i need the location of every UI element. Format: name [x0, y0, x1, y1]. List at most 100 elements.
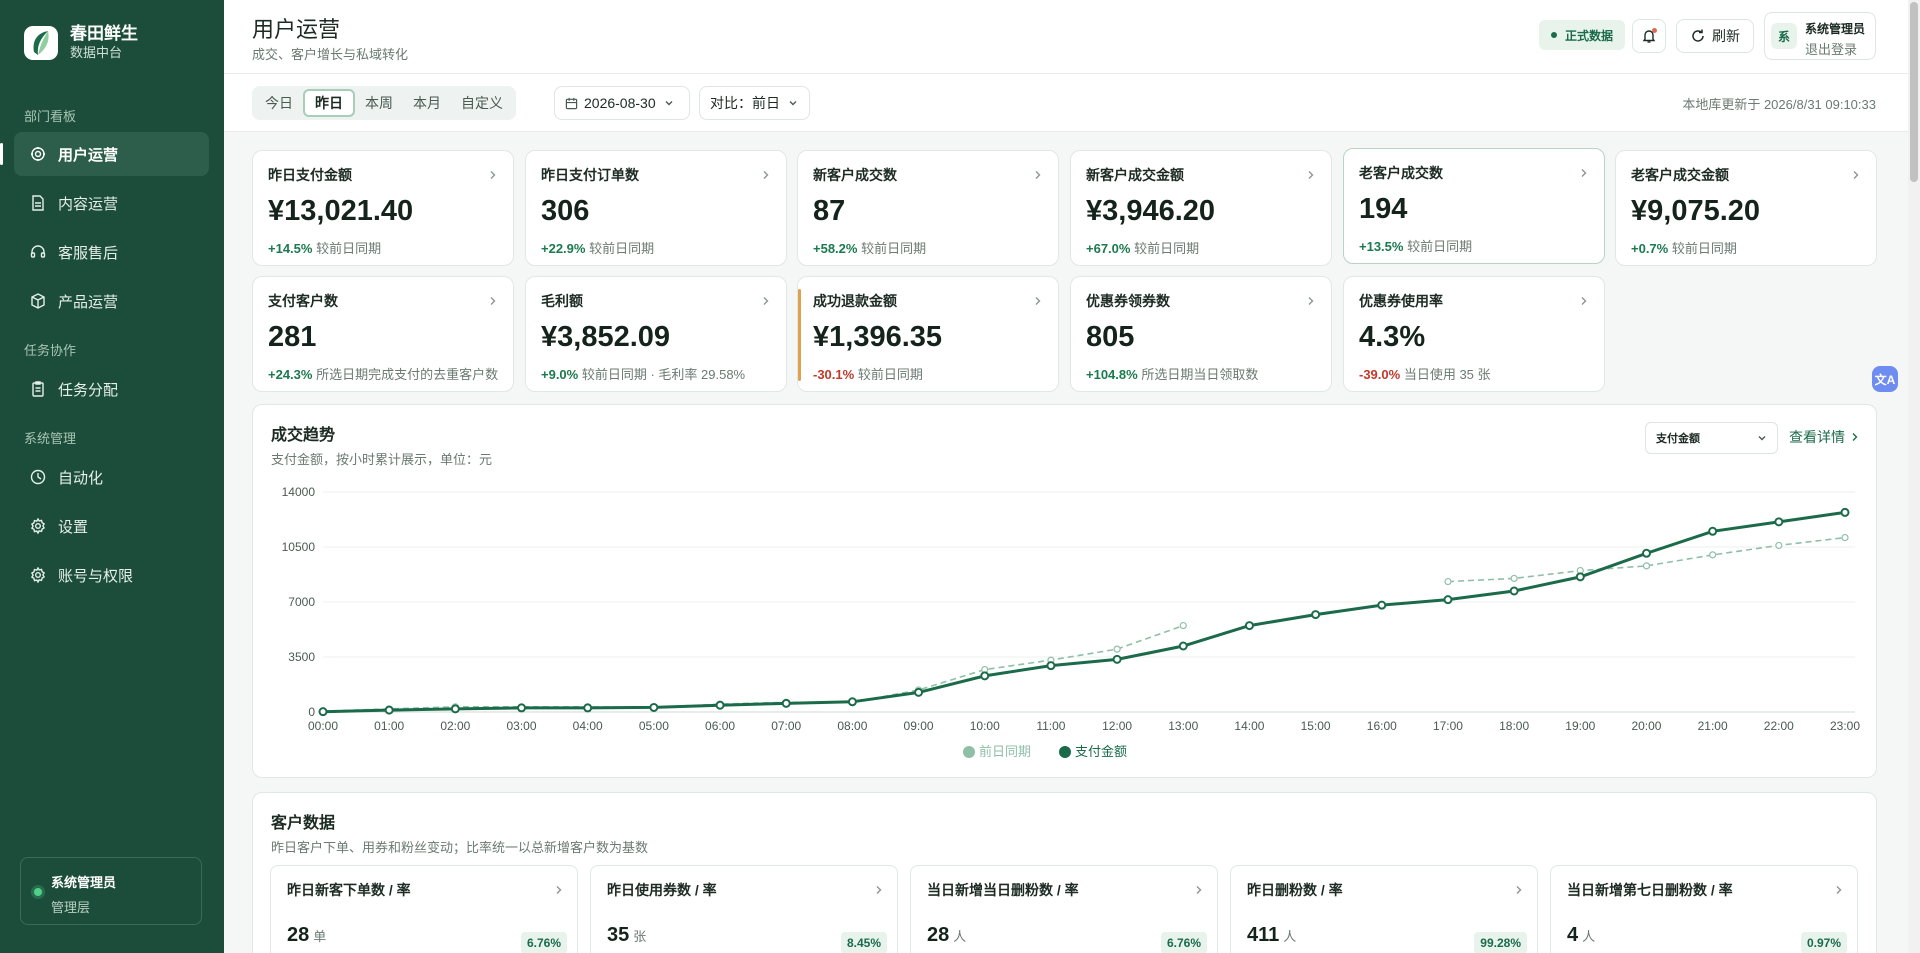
data-point [1708, 526, 1718, 536]
range-tab-yesterday[interactable]: 昨日 [303, 89, 355, 117]
nav-item-account-permissions[interactable]: 账号与权限 [14, 553, 209, 597]
x-tick-label: 17:00 [1433, 719, 1463, 733]
kpi-card[interactable]: 昨日支付金额 ¥13,021.40 +14.5% 较前日同期 [252, 150, 514, 266]
kpi-card[interactable]: 成功退款金额 ¥1,396.35 -30.1% 较前日同期 [797, 276, 1059, 392]
view-details-link[interactable]: 查看详情 [1789, 427, 1859, 447]
nav-label: 自动化 [58, 469, 104, 487]
chevron-right-icon [489, 293, 497, 311]
customer-metric-value: 35 张 [607, 924, 646, 947]
kpi-card[interactable]: 毛利额 ¥3,852.09 +9.0% 较前日同期 · 毛利率 29.58% [525, 276, 787, 392]
users-icon [31, 147, 45, 161]
kpi-footnote: +58.2% 较前日同期 [813, 238, 1058, 257]
customer-metric-card[interactable]: 当日新增第七日删粉数 / 率 4 人 0.97% [1550, 865, 1858, 953]
kpi-card[interactable]: 老客户成交数 194 +13.5% 较前日同期 [1343, 148, 1605, 264]
data-point [781, 698, 791, 708]
kpi-change: +67.0% [1086, 241, 1131, 256]
legend-marker [963, 746, 975, 758]
kpi-card[interactable]: 优惠券使用率 4.3% -39.0% 当日使用 35 张 [1343, 276, 1605, 392]
kpi-label: 毛利额 [541, 293, 583, 309]
kpi-note: 较前日同期 [1407, 239, 1473, 254]
kpi-card[interactable]: 新客户成交金额 ¥3,946.20 +67.0% 较前日同期 [1070, 150, 1332, 266]
chevron-right-icon [555, 882, 563, 900]
kpi-footnote: +13.5% 较前日同期 [1359, 236, 1604, 255]
kpi-card[interactable]: 老客户成交金额 ¥9,075.20 +0.7% 较前日同期 [1615, 150, 1877, 266]
kpi-value: 4.3% [1359, 321, 1426, 353]
data-point [715, 700, 725, 710]
chevron-right-icon [875, 882, 883, 900]
y-tick-label: 7000 [288, 595, 315, 609]
refresh-label: 刷新 [1712, 28, 1740, 44]
kpi-card[interactable]: 优惠券领券数 805 +104.8% 所选日期当日领取数 [1070, 276, 1332, 392]
legend-marker [1059, 746, 1071, 758]
trend-line-chart: 0 3500 7000 10500 14000 00:00 01:00 02:00 03:00 0… [282, 485, 1861, 759]
range-tab-month[interactable]: 本月 [413, 95, 441, 111]
data-point [1510, 574, 1518, 583]
bell-icon [1642, 30, 1656, 43]
nav-section-tasks: 任务协作 [24, 343, 77, 358]
y-tick-label: 14000 [282, 485, 316, 499]
translate-button[interactable]: 文A [1872, 366, 1898, 392]
kpi-label: 新客户成交金额 [1086, 167, 1184, 183]
compare-select[interactable]: 对比：前日 [699, 86, 810, 120]
sidebar-user-card[interactable]: 系统管理员 管理层 [20, 857, 202, 925]
kpi-value: ¥1,396.35 [813, 321, 943, 353]
x-tick-label: 15:00 [1301, 719, 1331, 733]
customer-metric-card[interactable]: 当日新增当日删粉数 / 率 28 人 6.76% [910, 865, 1218, 953]
nav-item-product-ops[interactable]: 产品运营 [14, 279, 209, 323]
customer-metric-card[interactable]: 昨日删粉数 / 率 411 人 99.28% [1230, 865, 1538, 953]
metric-select[interactable]: 支付金额 [1645, 422, 1778, 454]
kpi-label: 优惠券领券数 [1086, 293, 1170, 309]
customer-panel: 客户数据 昨日客户下单、用券和粉丝变动；比率统一以总新增客户数为基数 昨日新客下… [252, 792, 1877, 953]
chevron-right-icon [1835, 882, 1843, 900]
data-point [1443, 595, 1453, 605]
nav-item-customer-service[interactable]: 客服售后 [14, 230, 209, 274]
customer-metric-number: 28 [287, 924, 310, 946]
range-tab-custom[interactable]: 自定义 [461, 95, 503, 111]
nav-item-settings[interactable]: 设置 [14, 504, 209, 548]
sidebar-user-role: 管理层 [51, 900, 91, 915]
x-tick-label: 03:00 [507, 719, 537, 733]
customer-metric-card[interactable]: 昨日新客下单数 / 率 28 单 6.76% [270, 865, 578, 953]
notification-button[interactable] [1632, 19, 1666, 53]
date-picker[interactable]: 2026-08-30 [554, 86, 690, 120]
nav-item-automation[interactable]: 自动化 [14, 455, 209, 499]
x-tick-label: 13:00 [1168, 719, 1198, 733]
scroll-thumb[interactable] [1910, 2, 1918, 182]
kpi-card[interactable]: 新客户成交数 87 +58.2% 较前日同期 [797, 150, 1059, 266]
brand-subtitle: 数据中台 [70, 45, 123, 60]
x-tick-label: 19:00 [1565, 719, 1595, 733]
page-scrollbar[interactable] [1908, 0, 1920, 953]
refresh-button[interactable]: 刷新 [1676, 19, 1754, 53]
data-point [1709, 551, 1717, 559]
trend-subtitle: 支付金额，按小时累计展示，单位：元 [271, 452, 493, 467]
customer-metric-card[interactable]: 昨日使用券数 / 率 35 张 8.45% [590, 865, 898, 953]
data-point [847, 697, 857, 707]
legend-label: 前日同期 [979, 744, 1031, 759]
avatar: 系 [1771, 23, 1797, 49]
nav-label: 产品运营 [58, 293, 119, 311]
logout-link[interactable]: 退出登录 [1805, 42, 1858, 57]
x-tick-label: 04:00 [573, 719, 603, 733]
account-menu[interactable]: 系 系统管理员 退出登录 [1764, 12, 1876, 60]
nav-item-user-ops[interactable]: 用户运营 [14, 132, 209, 176]
kpi-label: 昨日支付订单数 [541, 167, 639, 183]
view-details-label: 查看详情 [1789, 429, 1845, 445]
nav-item-content-ops[interactable]: 内容运营 [14, 181, 209, 225]
range-tab-today[interactable]: 今日 [265, 95, 293, 111]
kpi-note: 较前日同期 · 毛利率 29.58% [581, 367, 746, 382]
customer-metric-label: 当日新增第七日删粉数 / 率 [1567, 882, 1733, 898]
data-point [914, 687, 924, 697]
range-tab-week[interactable]: 本周 [365, 95, 393, 111]
customer-metric-value: 28 单 [287, 924, 326, 947]
x-tick-label: 08:00 [837, 719, 867, 733]
kpi-card[interactable]: 昨日支付订单数 306 +22.9% 较前日同期 [525, 150, 787, 266]
nav-item-task-assign[interactable]: 任务分配 [14, 367, 209, 411]
kpi-note: 当日使用 35 张 [1403, 367, 1491, 382]
customer-metric-unit: 人 [1283, 929, 1297, 944]
brand[interactable]: 春田鲜生 数据中台 [24, 24, 138, 62]
chevron-right-icon [762, 167, 770, 185]
data-point [1444, 577, 1452, 586]
data-point [384, 705, 394, 715]
kpi-card[interactable]: 支付客户数 281 +24.3% 所选日期完成支付的去重客户数 [252, 276, 514, 392]
